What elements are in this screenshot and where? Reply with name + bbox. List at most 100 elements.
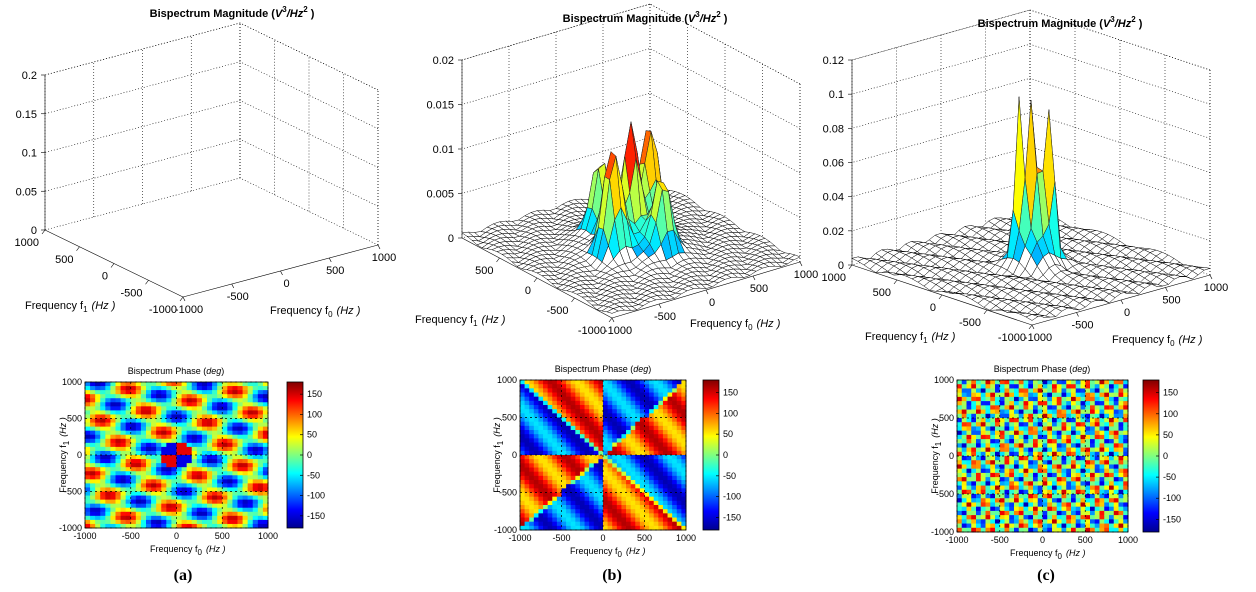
heatmap-cell <box>202 516 208 521</box>
heatmap-cell <box>538 438 543 443</box>
heatmap-cell <box>116 402 122 407</box>
heatmap-cell <box>603 447 608 452</box>
heatmap-cell <box>95 394 101 399</box>
heatmap-cell <box>121 500 127 505</box>
heatmap-cell <box>110 427 116 432</box>
heatmap-cell <box>197 439 203 444</box>
heatmap-cell <box>520 455 525 460</box>
heatmap-cell <box>238 520 244 525</box>
heatmap-cell <box>90 459 96 464</box>
heatmap-cell <box>85 419 91 424</box>
heatmap-cell <box>580 463 585 468</box>
z-tick-label: 0.2 <box>22 70 37 82</box>
heatmap-cell <box>608 455 613 460</box>
heatmap-cell <box>608 472 613 477</box>
heatmap-cell <box>253 419 259 424</box>
heatmap-cell <box>534 380 539 385</box>
heatmap-cell <box>100 419 106 424</box>
tick-mark <box>1210 275 1212 279</box>
heatmap-cell <box>156 512 162 517</box>
heatmap-cell <box>612 484 617 489</box>
chart-title: Bispectrum Phase (deg) <box>128 366 225 376</box>
heatmap-cell <box>571 497 576 502</box>
heatmap-cell <box>222 475 228 480</box>
heatmap-cell <box>95 439 101 444</box>
heatmap-cell <box>192 483 198 488</box>
heatmap-cell <box>580 422 585 427</box>
heatmap-cell <box>192 394 198 399</box>
y-tick-label: -1000 <box>578 325 606 337</box>
heatmap-cell <box>571 405 576 410</box>
heatmap-cell <box>543 418 548 423</box>
axis-label-sub: 0 <box>1170 339 1175 348</box>
heatmap-cell <box>166 439 172 444</box>
heatmap-cell <box>238 467 244 472</box>
heatmap-cell <box>85 479 91 484</box>
heatmap-cell <box>243 520 249 525</box>
box-edge <box>183 245 378 297</box>
heatmap-cell <box>100 410 106 415</box>
heatmap-cell <box>589 484 594 489</box>
heatmap-cell <box>116 439 122 444</box>
heatmap-cell <box>603 388 608 393</box>
heatmap-cell <box>543 434 548 439</box>
heatmap-cell <box>575 472 580 477</box>
heatmap-cell <box>548 397 553 402</box>
heatmap-cell <box>534 455 539 460</box>
heatmap-cell <box>207 443 213 448</box>
heatmap-cell <box>258 504 264 509</box>
axis-label-sub: 1 <box>473 319 478 328</box>
heatmap-cell <box>192 419 198 424</box>
heatmap-cell <box>121 398 127 403</box>
heatmap-cell <box>100 508 106 513</box>
heatmap-cell <box>116 483 122 488</box>
heatmap-cell <box>243 423 249 428</box>
heatmap-cell <box>562 493 567 498</box>
heatmap-cell <box>227 492 233 497</box>
heatmap-cell <box>552 501 557 506</box>
heatmap-cell <box>177 512 183 517</box>
heatmap-cell <box>594 455 599 460</box>
heatmap-cell <box>95 471 101 476</box>
heatmap-cell <box>580 405 585 410</box>
heatmap-cell <box>105 435 111 440</box>
z-tick-label: 0.08 <box>823 123 844 135</box>
heatmap-cell <box>543 388 548 393</box>
heatmap-cell <box>548 497 553 502</box>
heatmap-cell <box>248 475 254 480</box>
heatmap-cell <box>156 516 162 521</box>
tick-mark <box>180 297 183 301</box>
heatmap-cell <box>202 471 208 476</box>
x-tick-label: 500 <box>326 265 344 277</box>
heatmap-cell <box>585 484 590 489</box>
heatmap-cell <box>202 475 208 480</box>
heatmap-cell <box>202 455 208 460</box>
heatmap-cell <box>552 463 557 468</box>
heatmap-cell <box>141 520 147 525</box>
heatmap-cell <box>258 471 264 476</box>
heatmap-cell <box>529 430 534 435</box>
heatmap-cell <box>146 439 152 444</box>
heatmap-cell <box>594 393 599 398</box>
heatmap-cell <box>571 434 576 439</box>
heatmap-cell <box>520 443 525 448</box>
heatmap-cell <box>151 508 157 513</box>
heatmap-cell <box>110 467 116 472</box>
heatmap-cell <box>95 443 101 448</box>
heatmap-cell <box>187 410 193 415</box>
heatmap-cell <box>202 410 208 415</box>
heatmap-cell <box>116 467 122 472</box>
heatmap-cell <box>100 459 106 464</box>
heatmap-cell <box>520 518 525 523</box>
heatmap-cell <box>575 476 580 481</box>
heatmap-cell <box>156 398 162 403</box>
heatmap-cell <box>529 501 534 506</box>
heatmap-cell <box>248 435 254 440</box>
heatmap-cell <box>238 390 244 395</box>
heatmap-cell <box>608 459 613 464</box>
heatmap-cell <box>232 512 238 517</box>
heatmap-cell <box>146 463 152 468</box>
heatmap-cell <box>116 479 122 484</box>
heatmap-cell <box>121 520 127 525</box>
heatmap-cell <box>161 504 167 509</box>
